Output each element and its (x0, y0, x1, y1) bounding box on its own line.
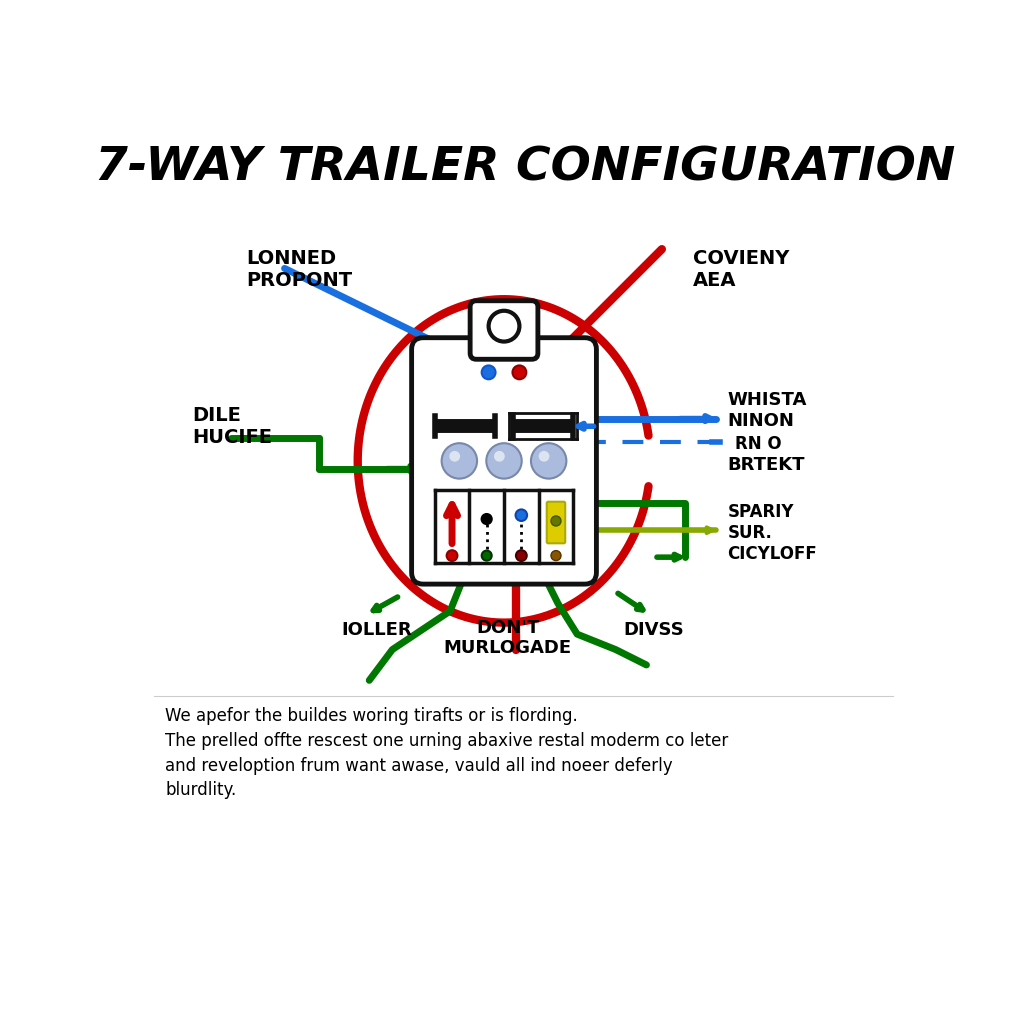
Circle shape (494, 451, 505, 462)
Text: The prelled offte rescest one urning abaxive restal moderm co leter: The prelled offte rescest one urning aba… (165, 732, 728, 750)
Circle shape (481, 514, 493, 524)
Text: We apefor the buildes woring tirafts or is flording.: We apefor the buildes woring tirafts or … (165, 708, 578, 725)
Text: SPARIY
SUR.
CICYLOFF: SPARIY SUR. CICYLOFF (727, 503, 817, 563)
Circle shape (486, 443, 521, 478)
Text: DIVSS: DIVSS (624, 622, 684, 639)
Circle shape (551, 516, 561, 526)
Circle shape (488, 310, 519, 342)
Text: blurdlity.: blurdlity. (165, 781, 237, 799)
Text: BRTEKT: BRTEKT (727, 456, 805, 474)
Circle shape (481, 551, 492, 560)
FancyBboxPatch shape (470, 301, 538, 359)
Text: LONNED
PROPONT: LONNED PROPONT (246, 249, 352, 290)
Text: RN O: RN O (735, 435, 781, 453)
Text: WHISTA
NINON: WHISTA NINON (727, 391, 807, 430)
Circle shape (441, 443, 477, 478)
Circle shape (531, 443, 566, 478)
Circle shape (516, 550, 526, 561)
Circle shape (539, 451, 550, 462)
Circle shape (446, 550, 458, 561)
Circle shape (481, 366, 496, 379)
Text: COVIENY
AEA: COVIENY AEA (692, 249, 790, 290)
Circle shape (512, 366, 526, 379)
FancyBboxPatch shape (547, 502, 565, 544)
Circle shape (515, 509, 527, 521)
Text: DILE
HUCIFE: DILE HUCIFE (193, 406, 272, 446)
Circle shape (450, 451, 460, 462)
Text: 7-WAY TRAILER CONFIGURATION: 7-WAY TRAILER CONFIGURATION (94, 145, 955, 190)
Text: DON'T
MURLOGADE: DON'T MURLOGADE (443, 618, 572, 657)
FancyBboxPatch shape (412, 338, 596, 584)
Text: and reveloption frum want awase, vauld all ind noeer deferly: and reveloption frum want awase, vauld a… (165, 757, 673, 774)
Circle shape (551, 551, 561, 560)
Text: IOLLER: IOLLER (342, 622, 413, 639)
